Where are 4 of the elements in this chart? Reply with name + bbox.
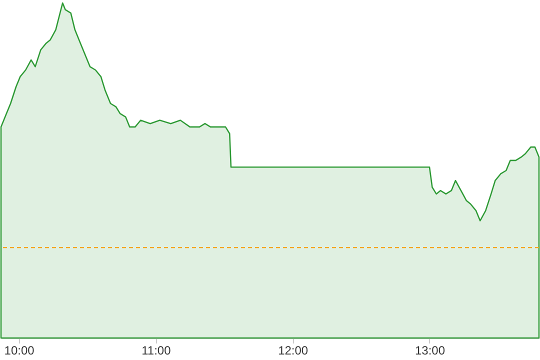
x-tick-label: 12:00	[278, 344, 308, 358]
x-tick-label: 11:00	[142, 344, 172, 358]
x-tick-label: 10:00	[4, 344, 35, 358]
x-tick-label: 13:00	[414, 344, 446, 358]
